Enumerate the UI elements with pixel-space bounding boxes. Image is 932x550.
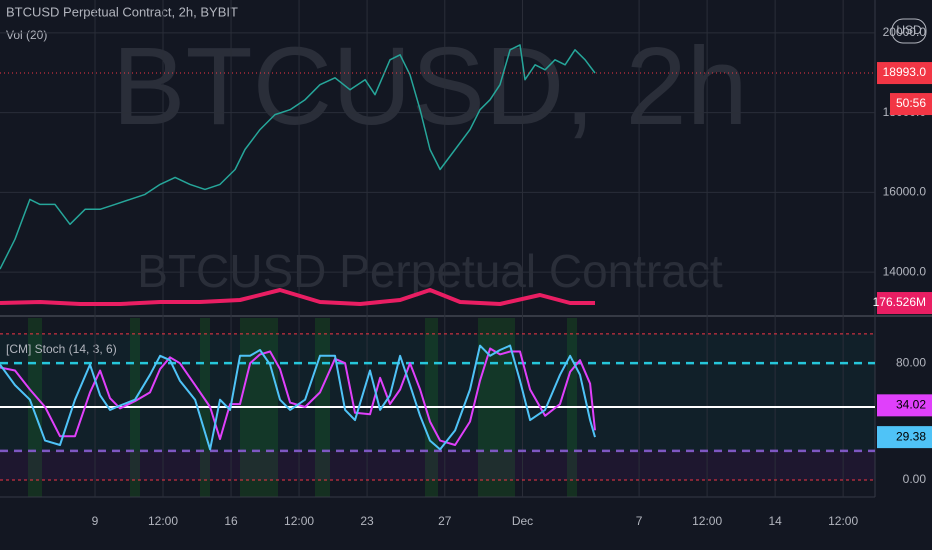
watermark: BTCUSD, 2h	[112, 25, 748, 148]
x-tick-label: 9	[92, 514, 99, 528]
x-tick-label: Dec	[512, 514, 533, 528]
stoch-zone	[0, 333, 875, 451]
x-tick-label: 12:00	[284, 514, 314, 528]
countdown-badge	[890, 93, 932, 116]
x-tick-label: 27	[438, 514, 452, 528]
volume-title: Vol (20)	[6, 28, 47, 42]
x-tick-label: 7	[636, 514, 643, 528]
x-tick-label: 12:00	[828, 514, 858, 528]
stoch-value-label: 34.02	[896, 398, 926, 412]
y-tick-label: 16000.0	[883, 185, 927, 199]
price-badge	[877, 62, 932, 85]
stoch-title: [CM] Stoch (14, 3, 6)	[6, 342, 117, 356]
y-tick-label: 80.00	[896, 355, 926, 369]
stoch-zone	[0, 450, 875, 481]
stoch-badge	[877, 426, 932, 449]
volume-label: 176.526M	[873, 295, 926, 309]
y-tick-label: 14000.0	[883, 264, 927, 278]
x-tick-label: 23	[360, 514, 374, 528]
series-line	[0, 288, 595, 306]
countdown: 50:56	[896, 96, 926, 110]
stoch-line	[0, 347, 596, 446]
x-tick-label: 12:00	[148, 514, 178, 528]
currency-button[interactable]	[891, 18, 927, 44]
volume-badge	[877, 292, 932, 315]
stoch-line	[0, 344, 596, 451]
chart-title: BTCUSD Perpetual Contract, 2h, BYBIT	[6, 4, 238, 19]
series-line	[0, 44, 596, 270]
price-label: 18993.0	[883, 65, 927, 79]
currency-label[interactable]: USD	[896, 23, 922, 37]
stoch-value-label: 29.38	[896, 429, 926, 443]
x-tick-label: 16	[224, 514, 238, 528]
stoch-badge	[877, 394, 932, 417]
y-tick-label: 20000.0	[883, 25, 927, 39]
x-tick-label: 14	[768, 514, 782, 528]
x-tick-label: 12:00	[692, 514, 722, 528]
y-tick-label: 0.00	[903, 472, 927, 486]
